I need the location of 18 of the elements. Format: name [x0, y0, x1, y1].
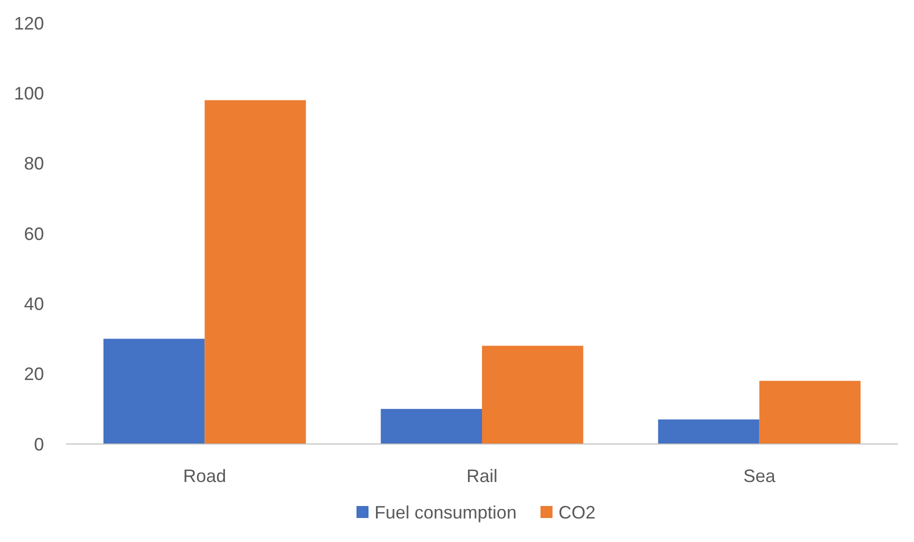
y-tick-label: 0 [34, 434, 44, 454]
x-tick-label: Road [183, 466, 226, 486]
legend-label: CO2 [558, 502, 596, 522]
x-tick-label: Sea [743, 466, 776, 486]
legend-label: Fuel consumption [374, 502, 517, 522]
bar [204, 100, 306, 444]
y-tick-label: 20 [24, 364, 44, 384]
y-tick-label: 120 [14, 13, 44, 34]
bar [658, 419, 760, 444]
y-tick-label: 100 [14, 83, 44, 104]
y-tick-label: 40 [24, 294, 44, 314]
bar [759, 380, 861, 444]
y-tick-label: 80 [24, 154, 44, 174]
bar [380, 408, 482, 444]
x-tick-label: Rail [466, 466, 498, 486]
y-tick-label: 60 [24, 224, 44, 244]
bar [482, 346, 584, 444]
bar [103, 338, 205, 444]
